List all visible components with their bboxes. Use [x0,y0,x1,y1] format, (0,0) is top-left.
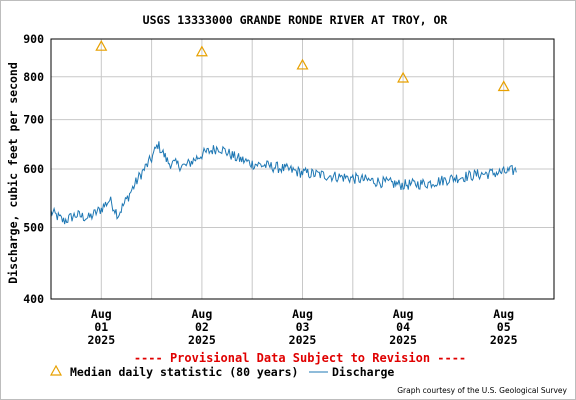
x-tick-label: Aug [192,307,213,321]
x-tick-label: 2025 [188,333,216,347]
y-tick-label: 400 [23,292,44,306]
discharge-line [50,141,517,225]
x-tick-label: 2025 [289,333,317,347]
median-marker [95,39,108,51]
x-tick-label: Aug [393,307,414,321]
median-marker [195,45,208,57]
x-tick-label: 02 [195,320,209,334]
x-tick-label: 2025 [490,333,518,347]
plot-border [50,38,555,300]
x-tick-label: Aug [91,307,112,321]
legend-median-marker [49,364,63,376]
y-tick-label: 700 [23,113,44,127]
chart-title: USGS 13333000 GRANDE RONDE RIVER AT TROY… [143,13,448,27]
plot-area: 400500600700800900Aug012025Aug022025Aug0… [23,32,555,347]
median-marker [497,80,510,92]
median-marker [296,58,309,70]
y-tick-label: 500 [23,220,44,234]
x-tick-label: 2025 [389,333,417,347]
median-marker [397,71,410,83]
x-tick-label: 04 [396,320,410,334]
x-tick-label: 05 [497,320,511,334]
x-tick-label: 03 [296,320,310,334]
y-tick-label: 900 [23,32,44,46]
legend-discharge-label: Discharge [332,365,394,379]
y-tick-label: 800 [23,70,44,84]
x-tick-label: Aug [292,307,313,321]
legend-median-label: Median daily statistic (80 years) [70,365,298,379]
y-axis-label: Discharge, cubic feet per second [6,62,20,284]
y-tick-label: 600 [23,162,44,176]
legend: Median daily statistic (80 years) Discha… [49,364,394,379]
credit-line: Graph courtesy of the U.S. Geological Su… [397,386,567,395]
x-tick-label: 2025 [87,333,115,347]
x-tick-label: 01 [94,320,108,334]
provisional-banner: ---- Provisional Data Subject to Revisio… [134,351,466,365]
x-tick-label: Aug [493,307,514,321]
